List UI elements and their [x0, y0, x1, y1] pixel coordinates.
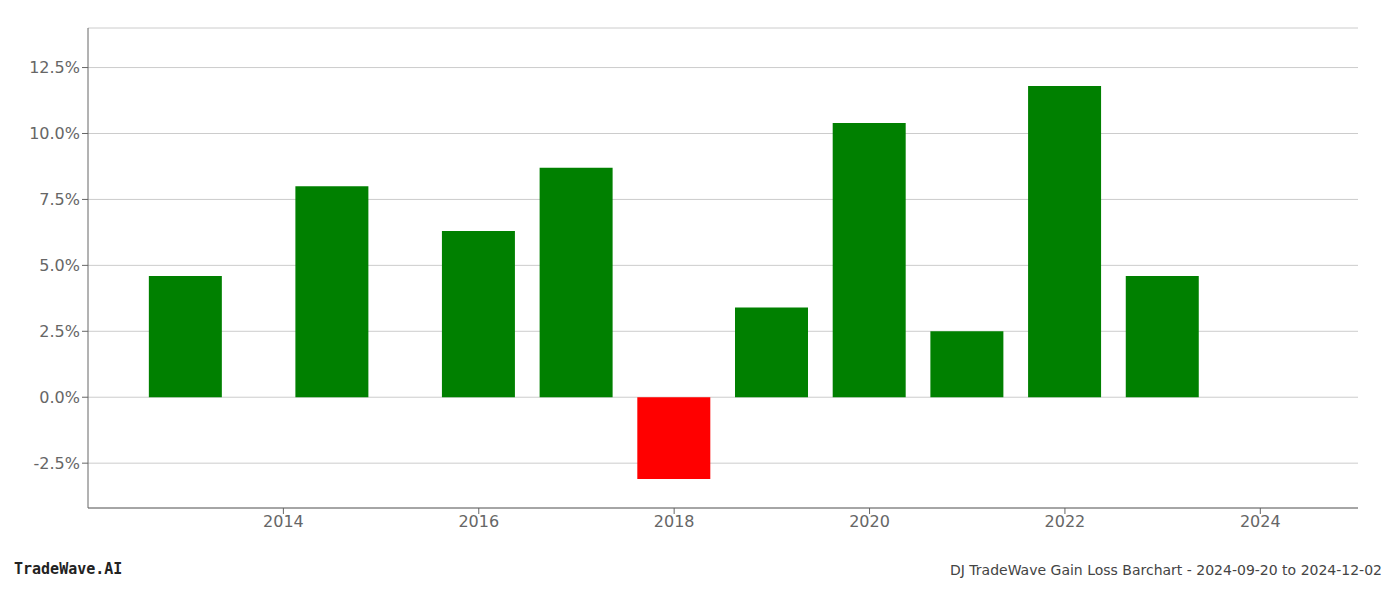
svg-text:2024: 2024	[1240, 512, 1281, 531]
html-text:TradeWave.AI: TradeWave.AI	[14, 560, 123, 578]
html-text:DJ TradeWave Gain Loss Barchar: DJ TradeWave Gain Loss Barchart - 2024-0…	[950, 562, 1382, 578]
svg-text:2016: 2016	[458, 512, 499, 531]
svg-text:2.5%: 2.5%	[39, 322, 80, 341]
svg-text:12.5%: 12.5%	[29, 58, 80, 77]
svg-text:0.0%: 0.0%	[39, 388, 80, 407]
svg-text:-2.5%: -2.5%	[34, 454, 80, 473]
svg-text:2018: 2018	[654, 512, 695, 531]
svg-text:2022: 2022	[1045, 512, 1086, 531]
svg-text:10.0%: 10.0%	[29, 124, 80, 143]
svg-text:7.5%: 7.5%	[39, 190, 80, 209]
svg-text:2020: 2020	[849, 512, 890, 531]
svg-text:2014: 2014	[263, 512, 304, 531]
svg-text:5.0%: 5.0%	[39, 256, 80, 275]
